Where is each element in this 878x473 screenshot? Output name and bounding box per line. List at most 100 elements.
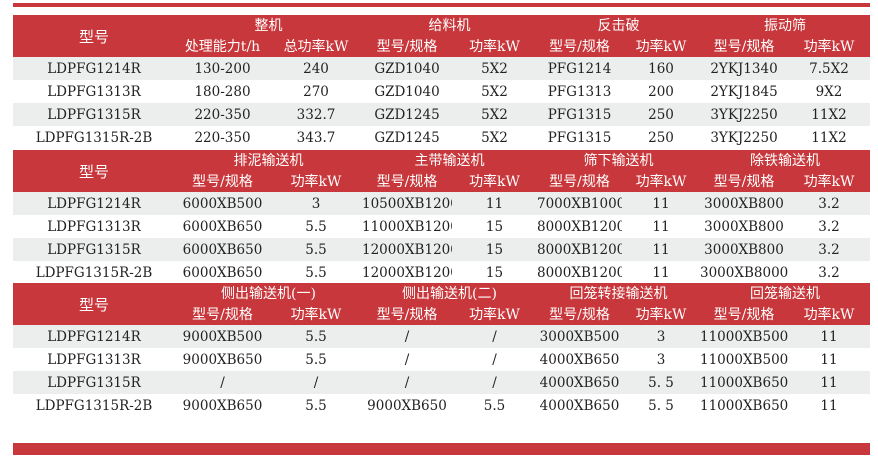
table-row: LDPFG1313R 9000XB650 5.5 / / 4000XB650 3 11000X… (13, 348, 870, 371)
group-header: 侧出输送机(一) (175, 283, 362, 303)
value-cell: GZD1040 (362, 57, 452, 80)
value-cell: 5X2 (481, 129, 508, 146)
column-header: 型号/规格 (700, 35, 788, 57)
value-cell: 6000XB650 (182, 264, 263, 281)
value-cell: 5X2 (481, 83, 508, 100)
value-cell: 12000XB1200 (362, 264, 452, 281)
value-cell: 5.5 (305, 397, 327, 414)
table-row: LDPFG1214R 6000XB500 3 10500XB1200 11 7000XB1… (13, 192, 870, 215)
column-header: 功率kW (788, 303, 870, 325)
value-cell: 11 (452, 192, 537, 215)
top-divider (13, 3, 870, 7)
model-cell: LDPFG1315R (13, 371, 175, 394)
value-cell: PFG1315 (547, 129, 612, 146)
column-header: 处理能力t/h (175, 35, 270, 57)
value-cell: / (452, 325, 537, 348)
column-header: 型号/规格 (175, 170, 270, 192)
value-cell: 5.5 (270, 238, 362, 261)
model-header: 型号 (13, 15, 175, 57)
value-cell: 11 (788, 325, 870, 348)
value-cell: 11000XB650 (700, 397, 788, 414)
model-cell: LDPFG1214R (13, 57, 175, 80)
value-cell: 3.2 (818, 218, 840, 235)
group-header: 侧出输送机(二) (362, 283, 537, 303)
value-cell: 15 (485, 218, 504, 235)
value-cell: 332.7 (270, 103, 362, 126)
value-cell: GZD1245 (362, 103, 452, 126)
column-header: 功率kW (270, 303, 362, 325)
table-row: LDPFG1315R 6000XB650 5.5 12000XB1200 15 8000X… (13, 238, 870, 261)
value-cell: 15 (452, 238, 537, 261)
model-cell: LDPFG1313R (47, 83, 141, 100)
table-row: LDPFG1315R-2B 220-350 343.7 GZD1245 5X2 PFG13… (13, 126, 870, 149)
model-cell: LDPFG1214R (13, 192, 175, 215)
spec-table-section-1: 型号 整机 给料机 反击破 振动筛 处理能力t/h 总功率kW 型号/规格 功率kW 型号/规格功… (13, 15, 870, 149)
value-cell: 11 (788, 371, 870, 394)
value-cell: / (270, 371, 362, 394)
group-header: 反击破 (537, 15, 700, 35)
value-cell: GZD1040 (374, 83, 440, 100)
group-header: 排泥输送机 (175, 150, 362, 170)
value-cell: 130-200 (175, 57, 270, 80)
column-header: 型号/规格 (537, 170, 622, 192)
value-cell: 9000XB650 (182, 351, 263, 368)
value-cell: 11X2 (811, 129, 847, 146)
value-cell: GZD1245 (374, 129, 440, 146)
value-cell: 6000XB650 (182, 218, 263, 235)
column-header: 型号/规格 (362, 170, 452, 192)
value-cell: 3 (270, 192, 362, 215)
value-cell: 7.5X2 (788, 57, 870, 80)
value-cell: / (362, 325, 452, 348)
value-cell: 343.7 (296, 129, 336, 146)
model-cell: LDPFG1313R (47, 218, 141, 235)
table-row: LDPFG1315R 220-350 332.7 GZD1245 5X2 PFG1315 2… (13, 103, 870, 126)
column-header: 功率kW (622, 170, 700, 192)
table-row: LDPFG1313R 180-280 270 GZD1040 5X2 PFG1313 200… (13, 80, 870, 103)
column-header: 功率kW (452, 303, 537, 325)
value-cell: / (492, 351, 497, 368)
value-cell: 3YKJ2250 (710, 129, 778, 146)
value-cell: 12000XB1200 (362, 238, 452, 261)
value-cell: 6000XB650 (175, 238, 270, 261)
value-cell: / (452, 371, 537, 394)
bottom-bar (13, 443, 870, 455)
group-header: 振动筛 (700, 15, 870, 35)
value-cell: 11000XB500 (700, 351, 788, 368)
group-header-row: 型号 排泥输送机 主带输送机 筛下输送机 除铁输送机 (13, 150, 870, 192)
value-cell: 5.5 (305, 218, 327, 235)
value-cell: 3000XB500 (537, 325, 622, 348)
sub-header-row: 处理能力t/h 总功率kW 型号/规格 功率kW 型号/规格 功率kW 型号/规格 功率kW (13, 35, 870, 57)
value-cell: 9000XB650 (182, 397, 263, 414)
model-header: 型号 (13, 150, 175, 192)
group-header: 回笼转接输送机 (537, 283, 700, 303)
value-cell: 11000XB650 (700, 371, 788, 394)
value-cell: 5.5 (305, 351, 327, 368)
value-cell: 160 (622, 57, 700, 80)
column-header: 型号/规格 (537, 303, 622, 325)
value-cell: 15 (485, 264, 504, 281)
value-cell: 11 (622, 192, 700, 215)
value-cell: 8000XB1200 (537, 264, 622, 281)
value-cell: PFG1315 (537, 103, 622, 126)
column-header: 功率kW (788, 170, 870, 192)
model-cell: LDPFG1214R (13, 325, 175, 348)
value-cell: 3 (622, 325, 700, 348)
column-header: 型号/规格 (362, 35, 452, 57)
model-cell: LDPFG1315R-2B (35, 264, 153, 281)
value-cell: 5.5 (305, 264, 327, 281)
column-header: 功率kW (452, 170, 537, 192)
value-cell: 8000XB1200 (537, 238, 622, 261)
group-header: 整机 (175, 15, 362, 35)
value-cell: / (404, 351, 410, 368)
value-cell: 5.5 (483, 397, 506, 414)
column-header: 功率kW (788, 35, 870, 57)
value-cell: 11X2 (788, 103, 870, 126)
model-cell: LDPFG1313R (47, 351, 141, 368)
value-cell: 220-350 (194, 129, 251, 146)
spec-table-section-2: 型号 排泥输送机 主带输送机 筛下输送机 除铁输送机 型号/规格 功率kW 型号/规格 功率kW… (13, 150, 870, 284)
table-row: LDPFG1214R 130-200 240 GZD1040 5X2 PFG1214 160… (13, 57, 870, 80)
value-cell: 4000XB650 (539, 351, 620, 368)
table-row: LDPFG1315R-2B 6000XB650 5.5 12000XB1200 15 80… (13, 261, 870, 284)
value-cell: 3000XB800 (700, 238, 788, 261)
value-cell: 4000XB650 (539, 397, 620, 414)
